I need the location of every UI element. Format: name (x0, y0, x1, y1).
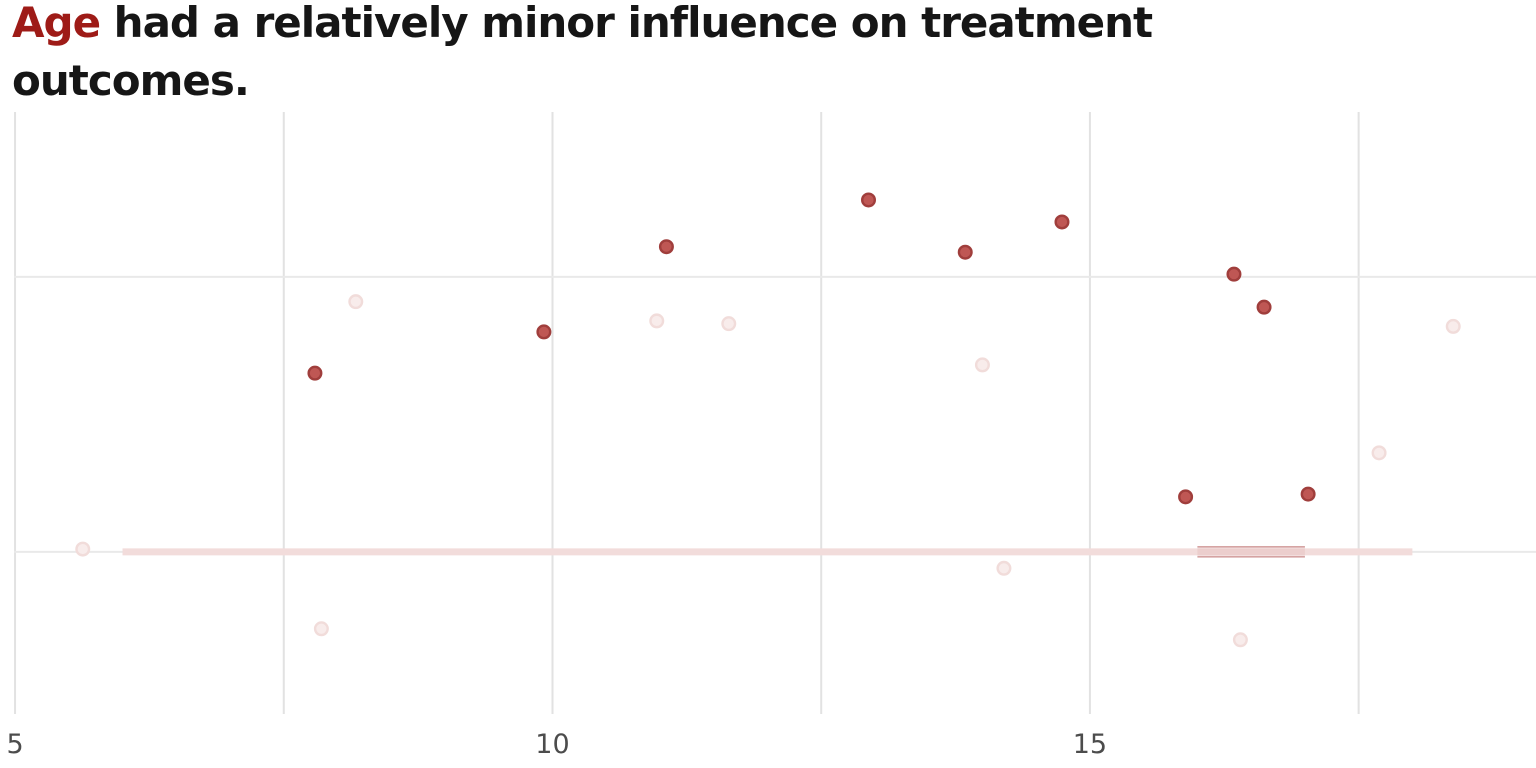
scatter-point-highlighted (307, 365, 323, 381)
trend-band-highlight (1197, 546, 1305, 558)
chart-title: Age had a relatively minor influence on … (12, 0, 1362, 110)
scatter-point-faded (996, 560, 1012, 576)
scatter-point-faded (75, 541, 91, 557)
scatter-point-faded (348, 294, 364, 310)
scatter-point-highlighted (1178, 489, 1194, 505)
scatter-point-highlighted (861, 192, 877, 208)
scatter-point-faded (1371, 445, 1387, 461)
scatter-point-faded (974, 357, 990, 373)
scatter-point-faded (1232, 632, 1248, 648)
scatter-point-highlighted (1300, 486, 1316, 502)
scatter-point-highlighted (1054, 214, 1070, 230)
scatter-point-highlighted (1226, 266, 1242, 282)
x-tick-label: 15 (1073, 729, 1107, 760)
scatter-point-faded (649, 313, 665, 329)
scatter-point-highlighted (957, 244, 973, 260)
scatter-point-faded (1445, 318, 1461, 334)
scatter-point-faded (721, 316, 737, 332)
scatter-point-highlighted (658, 239, 674, 255)
title-rest: had a relatively minor influence on trea… (12, 0, 1153, 105)
scatter-point-faded (313, 621, 329, 637)
title-highlight: Age (12, 0, 101, 47)
x-tick-label: 5 (6, 729, 23, 760)
scatter-point-highlighted (1256, 299, 1272, 315)
scatter-point-highlighted (536, 324, 552, 340)
x-tick-label: 10 (535, 729, 569, 760)
